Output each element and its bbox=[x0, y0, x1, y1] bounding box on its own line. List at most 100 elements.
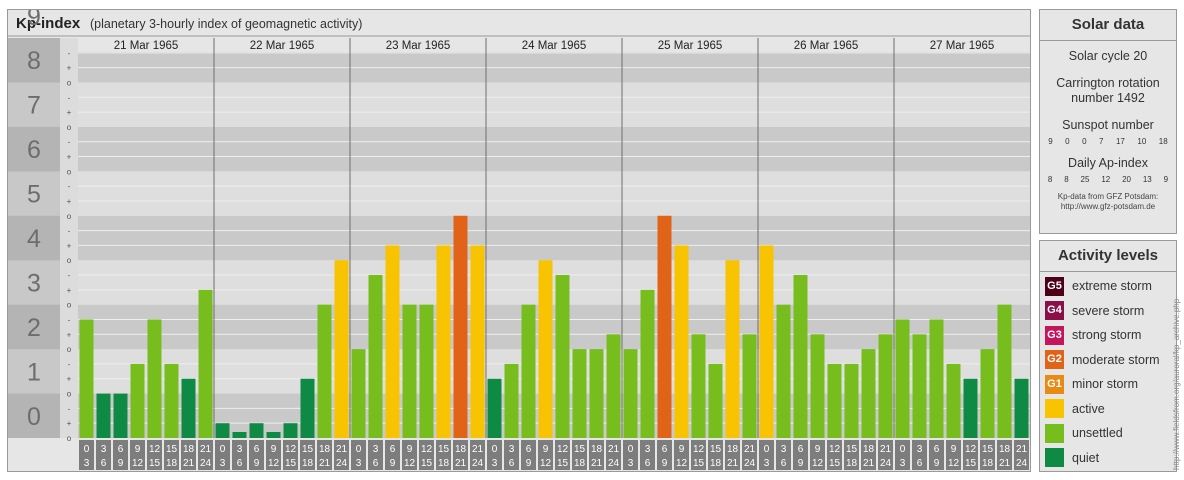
sunspot-title: Sunspot number bbox=[1062, 118, 1154, 132]
interval-end-label: 24 bbox=[336, 458, 348, 469]
carrington-line2: number 1492 bbox=[1071, 91, 1145, 105]
y-minor-tick-label: - bbox=[68, 138, 71, 147]
legend-item: active bbox=[1045, 397, 1176, 422]
interval-end-label: 21 bbox=[999, 458, 1011, 469]
kp-band-label-bg bbox=[8, 38, 60, 83]
interval-cell bbox=[929, 440, 944, 470]
y-tick-label: 0 bbox=[27, 403, 41, 431]
interval-end-label: 12 bbox=[676, 458, 688, 469]
interval-end-label: 12 bbox=[404, 458, 416, 469]
interval-end-label: 6 bbox=[373, 458, 379, 469]
interval-start-label: 6 bbox=[798, 444, 804, 455]
kp-chart-panel: Kp-index (planetary 3-hourly index of geo… bbox=[7, 9, 1031, 472]
interval-start-label: 3 bbox=[373, 444, 379, 455]
day-label: 23 Mar 1965 bbox=[386, 40, 451, 52]
interval-start-label: 12 bbox=[557, 444, 569, 455]
interval-cell bbox=[606, 440, 621, 470]
interval-end-label: 24 bbox=[744, 458, 756, 469]
kp-bar bbox=[351, 349, 366, 438]
interval-start-label: 21 bbox=[200, 444, 212, 455]
kp-bar bbox=[691, 334, 706, 438]
interval-start-label: 9 bbox=[271, 444, 277, 455]
interval-cell bbox=[487, 440, 502, 470]
interval-start-label: 6 bbox=[526, 444, 532, 455]
kp-bar bbox=[283, 423, 298, 438]
interval-end-label: 6 bbox=[645, 458, 651, 469]
y-minor-tick-label: + bbox=[67, 419, 72, 428]
kp-band bbox=[78, 171, 1030, 216]
y-minor-tick-label: o bbox=[67, 345, 72, 354]
interval-cell bbox=[861, 440, 876, 470]
legend-label: active bbox=[1072, 401, 1105, 416]
y-minor-tick-label: o bbox=[67, 256, 72, 265]
interval-end-label: 9 bbox=[934, 458, 940, 469]
interval-start-label: 12 bbox=[829, 444, 841, 455]
y-minor-tick-label: o bbox=[67, 78, 72, 87]
interval-start-label: 0 bbox=[356, 444, 362, 455]
y-minor-tick-label: o bbox=[67, 212, 72, 221]
interval-cell bbox=[895, 440, 910, 470]
kp-bar bbox=[1014, 378, 1029, 438]
kp-bar bbox=[470, 245, 485, 438]
interval-cell bbox=[283, 440, 298, 470]
kp-bar bbox=[793, 275, 808, 438]
interval-end-label: 21 bbox=[591, 458, 603, 469]
kp-band bbox=[78, 304, 1030, 350]
ap-value: 9 bbox=[1163, 175, 1169, 184]
sunspot-value: 9 bbox=[1048, 137, 1053, 146]
kp-band-label-bg bbox=[8, 349, 60, 394]
solar-data-title: Solar data bbox=[1040, 10, 1176, 41]
interval-cell bbox=[759, 440, 774, 470]
interval-end-label: 24 bbox=[880, 458, 892, 469]
interval-end-label: 3 bbox=[628, 458, 634, 469]
interval-cell bbox=[113, 440, 128, 470]
interval-cell bbox=[912, 440, 927, 470]
kp-bar bbox=[368, 275, 383, 438]
kp-chart: Kp-index (planetary 3-hourly index of geo… bbox=[8, 10, 1030, 471]
y-minor-tick-label: + bbox=[67, 64, 72, 73]
kp-bar bbox=[674, 245, 689, 438]
y-minor-tick-label: o bbox=[67, 434, 72, 443]
kp-band bbox=[78, 126, 1030, 172]
interval-end-label: 21 bbox=[455, 458, 467, 469]
y-tick-label: 5 bbox=[27, 181, 41, 209]
interval-cell bbox=[351, 440, 366, 470]
interval-cell bbox=[1014, 440, 1029, 470]
interval-start-label: 0 bbox=[84, 444, 90, 455]
interval-end-label: 24 bbox=[200, 458, 212, 469]
interval-cell bbox=[725, 440, 740, 470]
interval-cell bbox=[368, 440, 383, 470]
legend-swatch: G3 bbox=[1045, 325, 1064, 345]
interval-cell bbox=[79, 440, 94, 470]
interval-end-label: 18 bbox=[302, 458, 314, 469]
interval-start-label: 12 bbox=[285, 444, 297, 455]
interval-start-label: 15 bbox=[846, 444, 858, 455]
kp-band bbox=[78, 82, 1030, 127]
interval-cell bbox=[742, 440, 757, 470]
kp-bar bbox=[538, 260, 553, 438]
interval-end-label: 3 bbox=[220, 458, 226, 469]
interval-end-label: 15 bbox=[693, 458, 705, 469]
interval-end-label: 15 bbox=[285, 458, 297, 469]
y-minor-tick-label: o bbox=[67, 167, 72, 176]
kp-bar bbox=[113, 393, 128, 438]
kp-bar bbox=[198, 289, 213, 438]
legend-label: extreme storm bbox=[1072, 279, 1152, 294]
interval-cell bbox=[419, 440, 434, 470]
legend-label: quiet bbox=[1072, 450, 1100, 465]
interval-end-label: 6 bbox=[781, 458, 787, 469]
kp-bar bbox=[385, 245, 400, 438]
kp-band bbox=[78, 215, 1030, 261]
legend-item: G3 strong storm bbox=[1045, 323, 1176, 348]
legend-swatch: G4 bbox=[1045, 301, 1064, 321]
credit-line2: http://www.gfz-potsdam.de bbox=[1060, 202, 1156, 211]
kp-band-label-bg bbox=[8, 260, 60, 305]
interval-cell bbox=[164, 440, 179, 470]
interval-start-label: 18 bbox=[863, 444, 875, 455]
kp-bar bbox=[79, 319, 94, 438]
kp-bar bbox=[623, 349, 638, 438]
kp-bar bbox=[334, 260, 349, 438]
interval-end-label: 15 bbox=[421, 458, 433, 469]
y-minor-tick-label: o bbox=[67, 390, 72, 399]
interval-cell bbox=[572, 440, 587, 470]
